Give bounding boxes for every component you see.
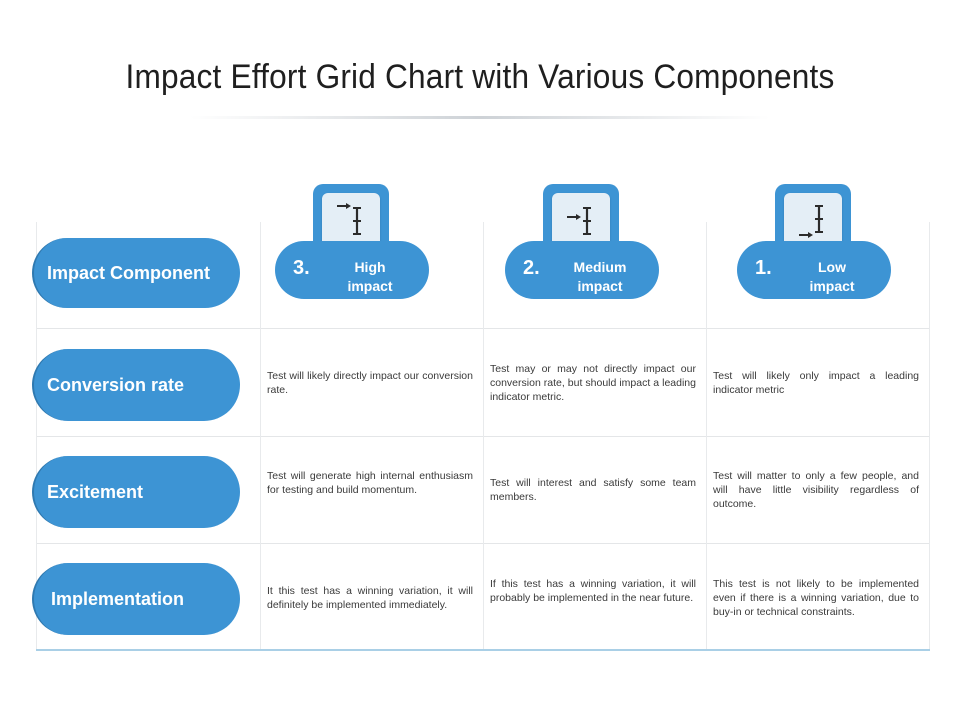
grid-line bbox=[260, 222, 261, 650]
title-divider bbox=[190, 116, 770, 119]
row-header-impact-component: Impact Component bbox=[32, 238, 240, 308]
table-cell: Test will interest and satisfy some team… bbox=[490, 477, 696, 503]
grid-line bbox=[36, 222, 37, 650]
row-header-label: Excitement bbox=[47, 481, 144, 502]
row-header-conversion-rate: Conversion rate bbox=[32, 349, 240, 421]
column-rank-number: 1. bbox=[755, 257, 772, 279]
arrow-into-bar-icon bbox=[337, 203, 361, 235]
table-cell: If this test has a winning variation, it… bbox=[490, 578, 696, 604]
row-header-implementation: Implementation bbox=[32, 563, 240, 635]
column-header-low-impact: 1. Low impact bbox=[737, 184, 897, 304]
table-cell: It this test has a winning variation, it… bbox=[267, 585, 473, 611]
arrow-below-bar-icon bbox=[799, 205, 823, 238]
row-header-label: Implementation bbox=[51, 588, 185, 609]
table-cell: Test may or may not directly impact our … bbox=[490, 363, 696, 403]
table-cell: Test will matter to only a few people, a… bbox=[713, 470, 919, 510]
arrow-to-bar-icon bbox=[567, 207, 591, 235]
column-header-pill: 2. Medium impact bbox=[505, 241, 659, 299]
column-label: Medium impact bbox=[573, 259, 627, 294]
row-header-label: Conversion rate bbox=[47, 374, 185, 395]
grid-line bbox=[929, 222, 930, 650]
column-header-medium-impact: 2. Medium impact bbox=[505, 184, 665, 304]
row-header-excitement: Excitement bbox=[32, 456, 240, 528]
column-label: High impact bbox=[347, 259, 393, 294]
row-header-label: Impact Component bbox=[47, 262, 211, 283]
table-bottom-border bbox=[36, 649, 930, 651]
grid-line bbox=[483, 222, 484, 650]
table-cell: Test will generate high internal enthusi… bbox=[267, 470, 473, 496]
column-label: Low impact bbox=[809, 259, 855, 294]
column-rank-number: 2. bbox=[523, 257, 540, 279]
column-header-pill: 3. High impact bbox=[275, 241, 429, 299]
column-header-pill: 1. Low impact bbox=[737, 241, 891, 299]
column-header-high-impact: 3. High impact bbox=[275, 184, 435, 304]
table-cell: Test will likely only impact a leading i… bbox=[713, 370, 919, 396]
table-cell: This test is not likely to be implemente… bbox=[713, 578, 919, 618]
column-rank-number: 3. bbox=[293, 257, 310, 279]
table-cell: Test will likely directly impact our con… bbox=[267, 370, 473, 396]
grid-line bbox=[706, 222, 707, 650]
page-title: Impact Effort Grid Chart with Various Co… bbox=[125, 58, 835, 96]
